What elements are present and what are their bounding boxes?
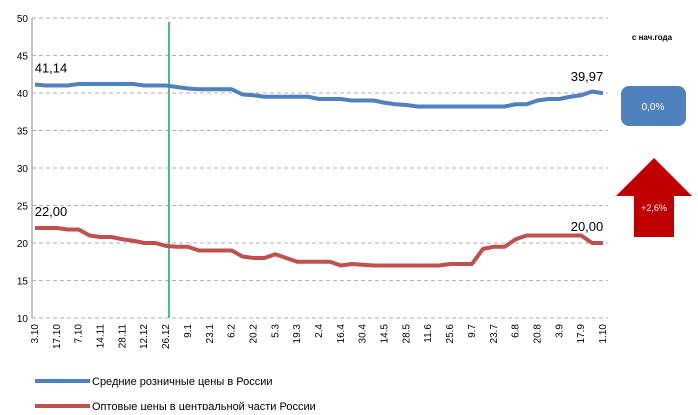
x-tick-label: 26.12 [161, 324, 172, 349]
y-tick-label: 35 [17, 127, 29, 138]
y-tick-label: 20 [17, 239, 29, 250]
y-tick-label: 30 [17, 164, 29, 175]
x-tick-label: 28.5 [401, 324, 412, 344]
x-tick-label: 2.4 [314, 324, 325, 338]
data-label: 41,14 [35, 60, 68, 75]
x-tick-label: 20.8 [532, 324, 543, 344]
x-tick-label: 14.11 [96, 324, 107, 349]
x-tick-label: 1.10 [598, 324, 609, 344]
series-line [34, 82, 604, 109]
x-tick-label: 23.1 [205, 324, 216, 344]
x-tick-label: 17.10 [52, 324, 63, 349]
x-tick-label: 12.12 [139, 324, 150, 349]
ytd-header: с нач.года [632, 33, 673, 42]
data-label: 39,97 [571, 69, 604, 84]
x-tick-label: 16.4 [336, 324, 347, 344]
y-tick-label: 25 [17, 202, 29, 213]
x-tick-label: 28.11 [117, 324, 128, 349]
x-tick-label: 11.6 [423, 324, 434, 343]
y-tick-label: 45 [17, 52, 29, 63]
y-tick-label: 10 [17, 314, 29, 325]
x-tick-label: 3.10 [30, 324, 41, 344]
x-tick-label: 6.2 [227, 324, 238, 338]
ytd-label: +2,6% [641, 203, 667, 213]
x-tick-label: 23.7 [489, 324, 500, 344]
x-tick-label: 20.2 [248, 324, 259, 344]
x-tick-label: 30.4 [358, 324, 369, 344]
y-tick-label: 40 [17, 89, 29, 100]
x-tick-label: 5.3 [270, 324, 281, 338]
data-label: 22,00 [35, 204, 68, 219]
data-label: 20,00 [571, 219, 604, 234]
x-tick-label: 7.10 [74, 324, 85, 344]
x-tick-label: 9.7 [467, 324, 478, 338]
y-tick-label: 15 [17, 277, 29, 288]
y-tick-label: 50 [17, 14, 29, 25]
x-tick-label: 25.6 [445, 324, 456, 344]
legend-label: Средние розничные цены в России [92, 376, 273, 388]
x-tick-label: 19.3 [292, 324, 303, 344]
x-tick-label: 3.9 [554, 324, 565, 338]
x-tick-label: 9.1 [183, 324, 194, 338]
series-line [35, 226, 603, 268]
x-tick-label: 6.8 [511, 324, 522, 338]
ytd-label: 0,0% [642, 102, 665, 113]
x-tick-label: 14.5 [380, 324, 391, 344]
x-tick-label: 17.9 [576, 324, 587, 344]
ytd-arrow [616, 158, 692, 237]
ytd-box [621, 86, 686, 126]
legend-label: Оптовые цены в центральной части России [92, 401, 316, 410]
